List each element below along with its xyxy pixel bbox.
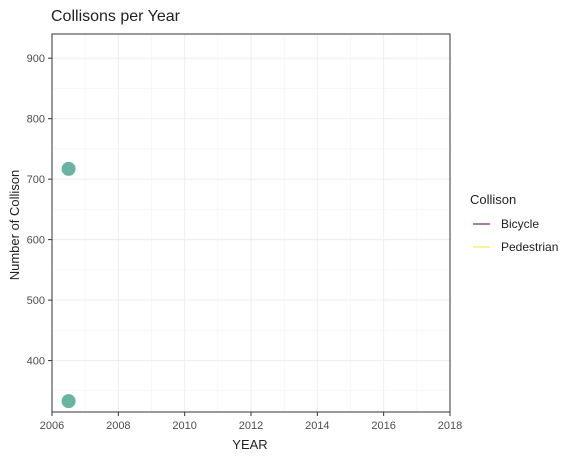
data-point (61, 161, 76, 176)
x-tick-label: 2010 (172, 420, 196, 432)
y-tick-label: 800 (27, 114, 45, 126)
chart-title: Collisons per Year (51, 8, 181, 25)
x-tick-label: 2016 (371, 420, 395, 432)
data-points (61, 161, 76, 409)
x-tick-label: 2012 (239, 420, 263, 432)
y-tick-label: 600 (27, 235, 45, 247)
y-axis-title: Number of Collison (7, 170, 22, 281)
legend-label: Pedestrian (501, 240, 558, 254)
y-tick-label: 900 (27, 53, 45, 65)
x-axis-ticks: 2006 2008 2010 2012 2014 2016 2018 (40, 412, 462, 432)
y-tick-label: 400 (27, 356, 45, 368)
data-point (61, 394, 76, 409)
x-axis-title: YEAR (232, 437, 267, 452)
y-axis-ticks: 400 500 600 700 800 900 (27, 53, 52, 368)
legend-label: Bicycle (501, 217, 539, 231)
x-tick-label: 2008 (106, 420, 130, 432)
y-tick-label: 500 (27, 295, 45, 307)
x-tick-label: 2006 (40, 420, 64, 432)
x-tick-label: 2018 (438, 420, 462, 432)
legend-title: Collison (470, 192, 516, 207)
legend: Collison Bicycle Pedestrian (470, 192, 558, 254)
y-tick-label: 700 (27, 174, 45, 186)
x-tick-label: 2014 (305, 420, 329, 432)
